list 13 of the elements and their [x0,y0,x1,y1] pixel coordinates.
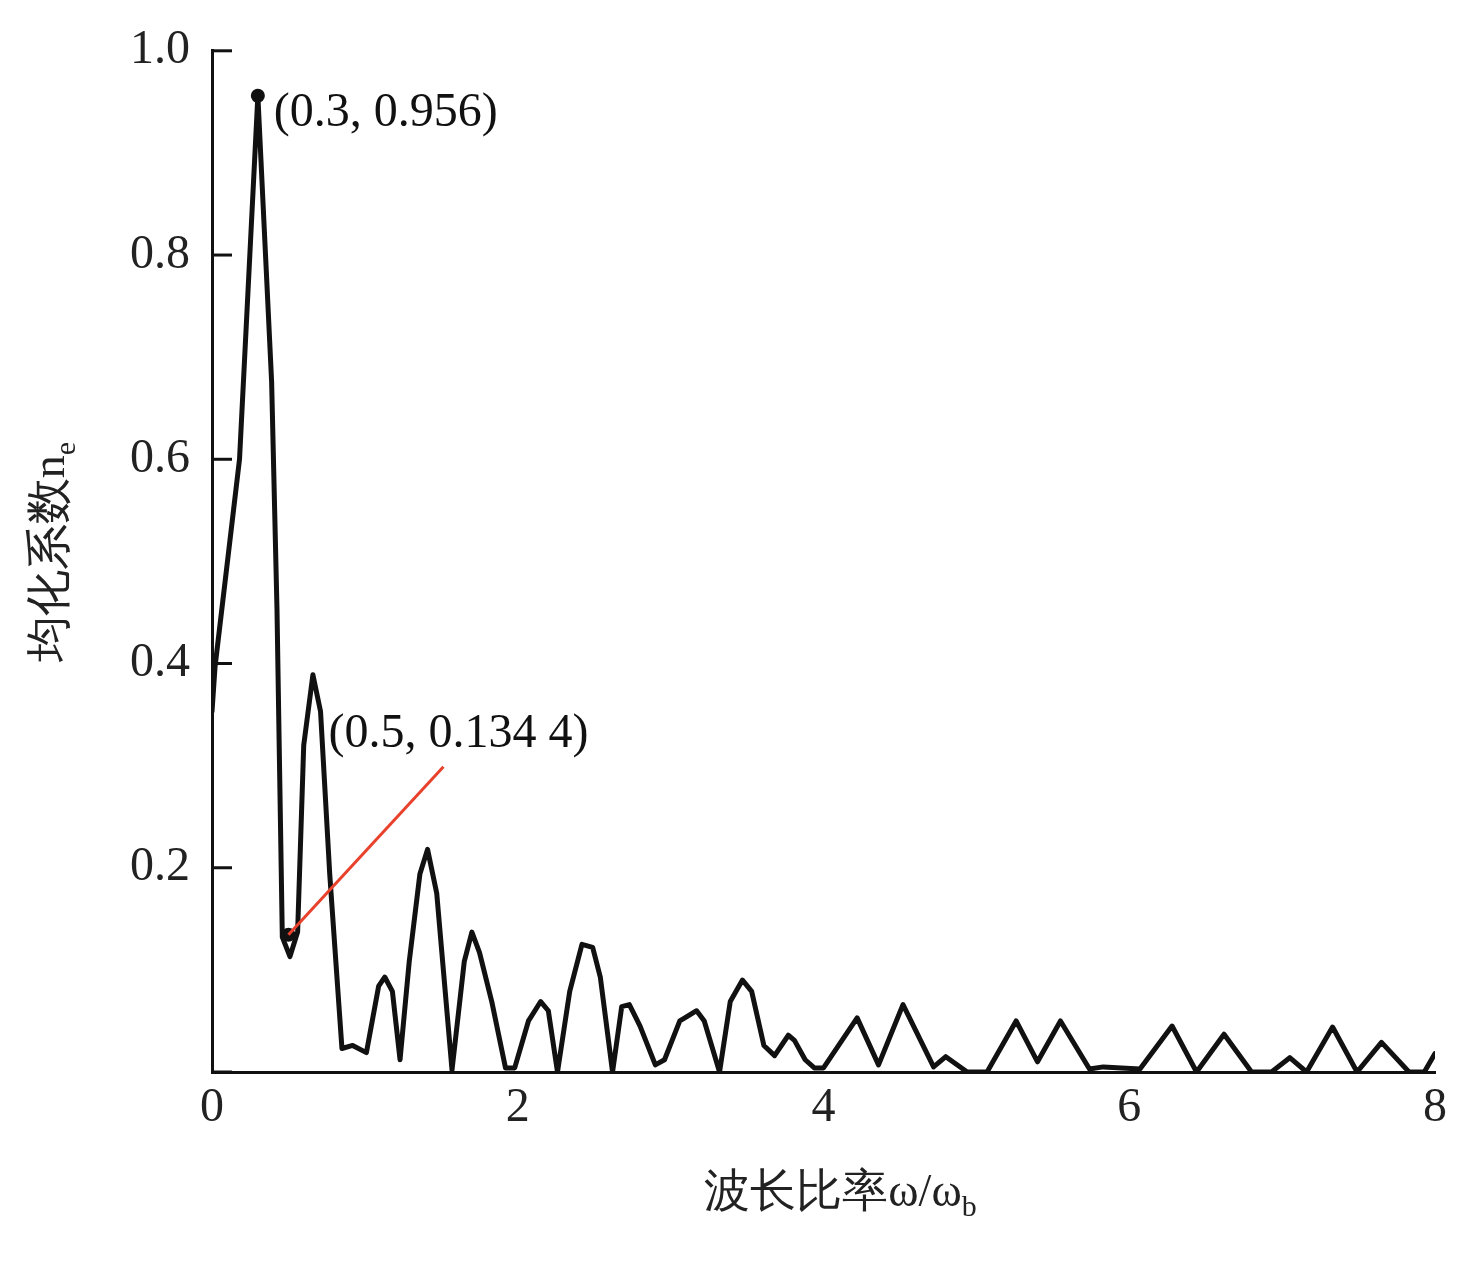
x-axis-title: 波长比率ω/ω$_{b}$ [703,1164,978,1224]
y-tick-label: 0.6 [130,428,190,482]
x-tick-label: 6 [1117,1078,1142,1132]
y-tick-label: 0.8 [130,224,190,278]
annotation: (0.5, 0.134 4) [328,704,589,759]
x-tick-label: 0 [200,1078,224,1132]
x-tick-label: 2 [505,1078,530,1132]
x-tick-label: 8 [1423,1078,1447,1132]
x-tick-label: 4 [811,1078,836,1132]
annotation: (0.3, 0.956) [273,83,498,138]
y-tick-label: 1.0 [130,20,190,74]
y-tick-label: 0.2 [130,837,190,891]
y-tick-label: 0.4 [130,633,190,687]
